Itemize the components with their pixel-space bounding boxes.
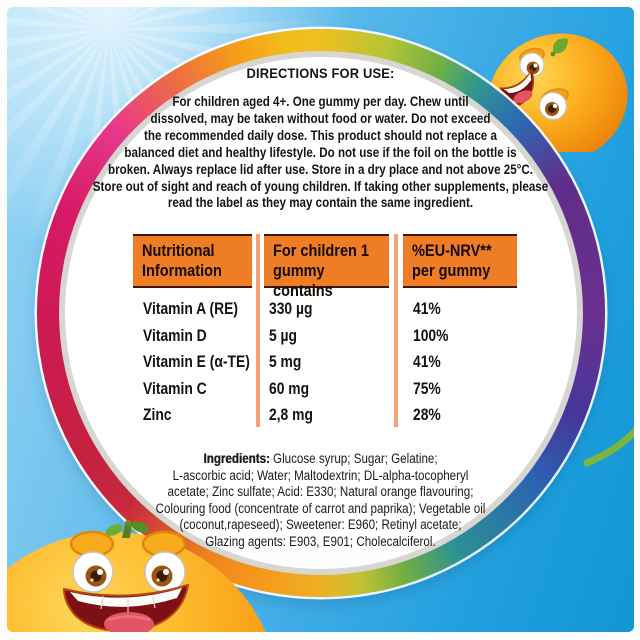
column-divider [394, 234, 398, 427]
table-row: Zinc 2,8 mg 28% [133, 402, 517, 429]
nutrition-table: Nutritional Information For children 1 g… [133, 234, 517, 427]
rainbow-ring [37, 29, 605, 597]
table-row: Vitamin C 60 mg 75% [133, 376, 517, 403]
nutrient-name: Vitamin D [143, 326, 207, 345]
nutrient-name: Vitamin C [143, 379, 207, 398]
nutrient-name: Zinc [143, 406, 172, 425]
table-row: Vitamin D 5 µg 100% [133, 323, 517, 350]
ingredients-body: Glucose syrup; Sugar; Gelatine; L-ascorb… [155, 451, 486, 549]
directions-title: DIRECTIONS FOR USE: [246, 65, 395, 81]
ingredients-label: Ingredients: [203, 451, 270, 466]
stem-icon [122, 524, 132, 538]
nutrient-name: Vitamin A (RE) [143, 300, 238, 318]
nutrient-name: Vitamin E (α-TE) [143, 353, 250, 372]
label-disc [65, 57, 577, 569]
mouth-icon [62, 583, 190, 632]
nutrient-amount: 2,8 mg [269, 406, 313, 425]
ingredients-text: Ingredients: Glucose syrup; Sugar; Gelat… [51, 451, 590, 551]
header-cell-nutritional-information: Nutritional Information [133, 234, 252, 288]
nutrient-amount: 5 µg [269, 326, 298, 345]
nutrient-amount: 330 µg [269, 300, 313, 318]
mouth-icon [499, 67, 535, 106]
table-row: Vitamin A (RE) 330 µg 41% [133, 296, 517, 323]
nutrient-nrv: 75% [413, 379, 441, 398]
directions-text: For children aged 4+. One gummy per day.… [92, 94, 549, 211]
header-cell-per-gummy-amount: For children 1 gummy contains [264, 234, 389, 300]
nutrient-nrv: 41% [413, 300, 441, 318]
nutrient-nrv: 100% [413, 326, 449, 345]
nutrient-amount: 5 mg [269, 353, 302, 372]
nutrient-amount: 60 mg [269, 379, 310, 398]
nutrient-nrv: 41% [413, 353, 441, 372]
table-row: Vitamin E (α-TE) 5 mg 41% [133, 349, 517, 376]
nutrient-nrv: 28% [413, 406, 441, 425]
orange-mascot-bottom-left-icon [7, 520, 266, 632]
leaf-icon [552, 38, 568, 54]
sky-background: DIRECTIONS FOR USE: For children aged 4+… [7, 7, 634, 632]
header-cell-eu-nrv: %EU-NRV** per gummy [403, 234, 517, 288]
label-content: DIRECTIONS FOR USE: For children aged 4+… [7, 7, 634, 632]
column-divider [256, 234, 260, 427]
